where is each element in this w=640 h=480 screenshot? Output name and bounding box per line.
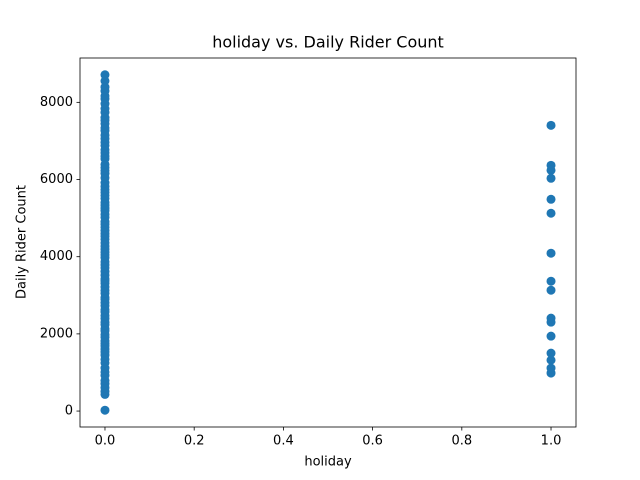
y-tick-label: 8000 bbox=[40, 95, 73, 110]
point bbox=[546, 173, 556, 183]
plot-frame bbox=[79, 57, 577, 428]
point bbox=[546, 331, 556, 341]
x-tick-label: 1.0 bbox=[541, 434, 562, 449]
point bbox=[100, 82, 110, 92]
point bbox=[546, 248, 556, 258]
point bbox=[546, 120, 556, 130]
point bbox=[546, 165, 556, 175]
point bbox=[100, 405, 110, 415]
point bbox=[546, 276, 556, 286]
x-tick-label: 0.0 bbox=[95, 434, 116, 449]
point bbox=[546, 194, 556, 204]
x-tick-label: 0.8 bbox=[451, 434, 472, 449]
y-axis-label: Daily Rider Count bbox=[15, 185, 30, 299]
point bbox=[546, 285, 556, 295]
point bbox=[100, 70, 110, 80]
y-tick-label: 6000 bbox=[40, 172, 73, 187]
x-tick-label: 0.4 bbox=[273, 434, 294, 449]
y-tick-label: 2000 bbox=[40, 326, 73, 341]
x-tick-label: 0.2 bbox=[184, 434, 205, 449]
x-tick-label: 0.6 bbox=[362, 434, 383, 449]
chart-title: holiday vs. Daily Rider Count bbox=[212, 33, 444, 52]
x-axis-label: holiday bbox=[304, 455, 352, 470]
y-tick-label: 4000 bbox=[40, 249, 73, 264]
point bbox=[546, 317, 556, 327]
y-tick-label: 0 bbox=[65, 404, 73, 419]
point bbox=[546, 348, 556, 358]
point bbox=[546, 368, 556, 378]
point bbox=[546, 208, 556, 218]
point bbox=[546, 355, 556, 365]
